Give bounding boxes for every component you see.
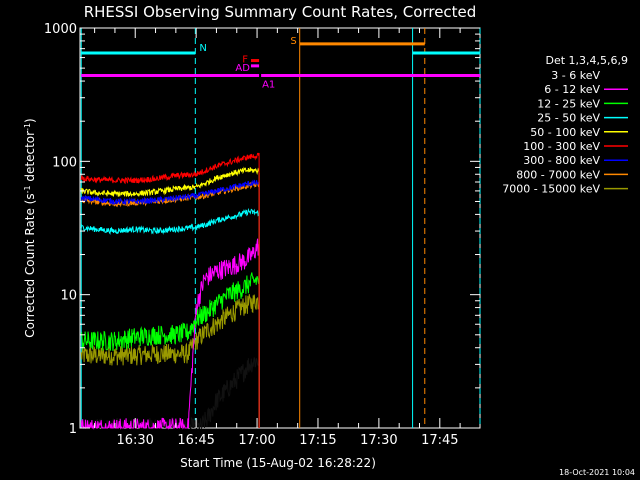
series-line-s25 (80, 207, 260, 428)
flag-label: A1 (262, 80, 275, 91)
series-lines (80, 152, 260, 430)
y-tick-label: 1 (69, 422, 77, 437)
status-flags: N FAD A1 S (81, 36, 480, 91)
x-tick-label: 16:45 (177, 433, 214, 448)
legend-label: 50 - 100 keV (530, 126, 600, 139)
series-line-s300 (80, 179, 260, 428)
legend-label: 800 - 7000 keV (516, 168, 600, 181)
legend-label: 12 - 25 keV (537, 97, 600, 110)
legend-label: 3 - 6 keV (551, 69, 600, 82)
y-axis-label-part: -1 (23, 185, 32, 193)
tick-marks: 1 10 100 1000 16:30 16:45 17:00 17:15 17:30 17:45 (44, 22, 480, 448)
x-tick-label: 17:30 (360, 433, 397, 448)
legend-label: 6 - 12 keV (544, 83, 600, 96)
series-line-s6 (80, 238, 260, 430)
x-tick-label: 17:15 (299, 433, 336, 448)
series-line-s12 (80, 272, 260, 428)
y-axis-label-part: Corrected Count Rate (s (23, 193, 37, 337)
y-tick-label: 10 (60, 289, 77, 304)
y-tick-label: 100 (52, 155, 77, 170)
x-tick-label: 17:45 (421, 433, 458, 448)
x-tick-label: 16:30 (116, 433, 153, 448)
y-axis-label-part: ) (23, 118, 37, 123)
y-axis-label: Corrected Count Rate (s-1 detector-1) (23, 118, 38, 337)
flag-label: N (199, 43, 206, 54)
x-tick-label: 17:00 (238, 433, 275, 448)
legend-label: 300 - 800 keV (523, 154, 600, 167)
legend-title: Det 1,3,4,5,6,9 (545, 54, 628, 67)
date-stamp: 18-Oct-2021 10:04 (559, 468, 635, 477)
series-line-s3 (81, 357, 260, 430)
y-axis-label-part: detector (23, 131, 37, 186)
flag-label: AD (235, 63, 250, 74)
y-tick-label: 1000 (44, 22, 77, 37)
series-line-s50 (80, 166, 260, 428)
flag-label: F (242, 55, 248, 66)
series-line-s100 (80, 152, 260, 428)
x-axis-label: Start Time (15-Aug-02 16:28:22) (180, 456, 376, 470)
y-axis-label-part: -1 (23, 123, 32, 131)
flag-label: S (290, 36, 296, 47)
series-line-s7000 (80, 294, 260, 428)
chart-title: RHESSI Observing Summary Count Rates, Co… (84, 3, 477, 21)
legend-label: 25 - 50 keV (537, 112, 600, 125)
legend-label: 7000 - 15000 keV (502, 183, 600, 196)
legend-label: 100 - 300 keV (523, 140, 600, 153)
